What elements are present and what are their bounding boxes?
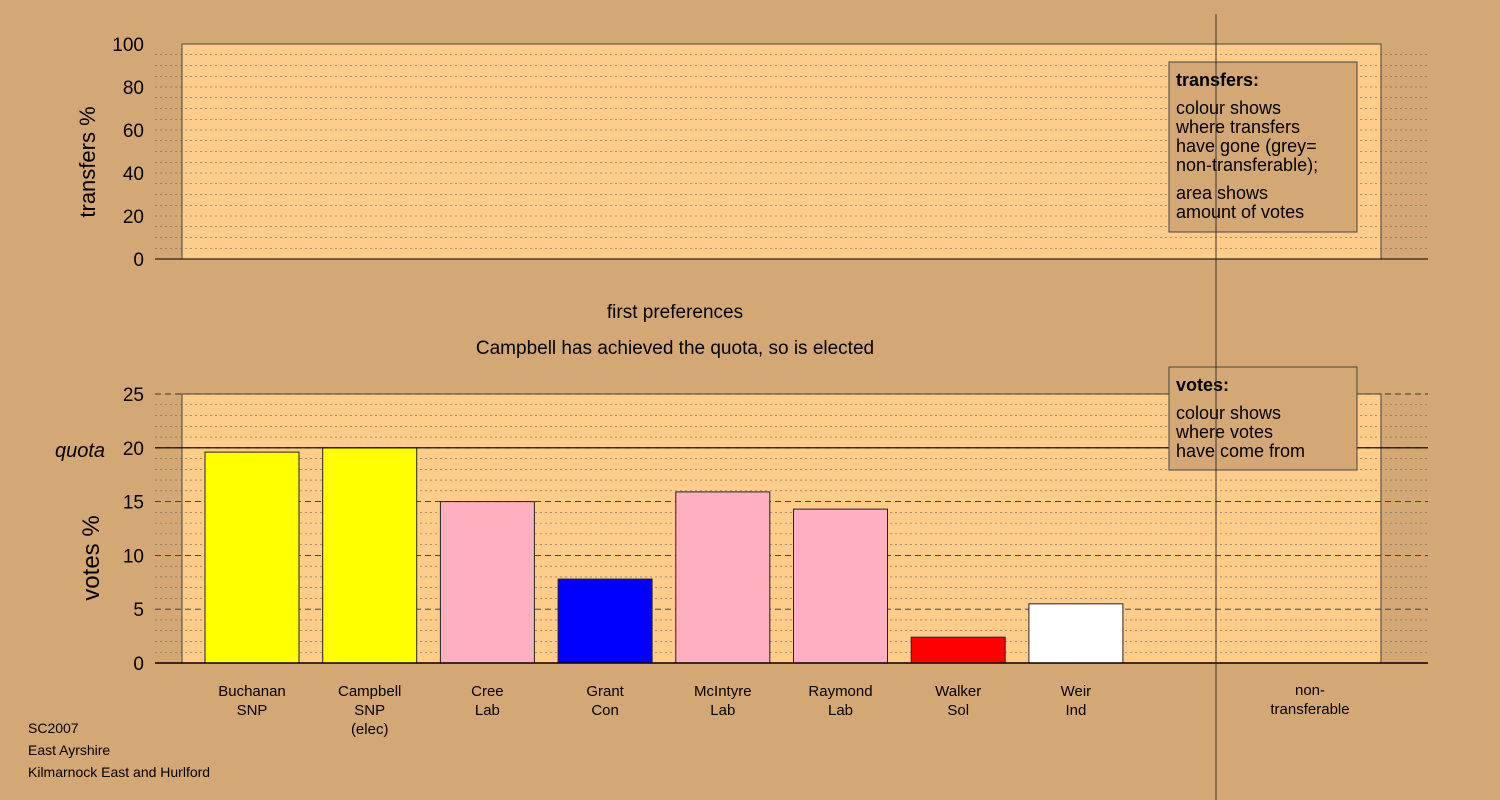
transfers-legend-box — [1168, 61, 1358, 233]
vote-bar — [793, 508, 888, 664]
transfers-legend-line: amount of votes — [1176, 202, 1304, 222]
vote-bar — [439, 501, 535, 664]
candidate-label: (elec) — [351, 721, 389, 738]
votes-y-ticks: 0 5 10 15 20 25 — [123, 385, 144, 675]
transfers-y-axis-label: transfers % — [75, 106, 100, 217]
votes-bars — [204, 447, 1124, 664]
votes-tick-label: 25 — [123, 385, 144, 406]
candidate-label: SNP — [354, 702, 385, 719]
candidate-labels: Buchanan SNP Campbell SNP (elec) Cree Lab Grant… — [218, 682, 1349, 738]
transfers-legend-line: have gone (grey= — [1176, 136, 1317, 156]
candidate-label: Cree — [471, 683, 504, 700]
transfers-legend-line: non-transferable); — [1176, 155, 1318, 175]
candidate-label: SNP — [237, 702, 268, 719]
candidate-label: Walker — [935, 683, 981, 700]
transfers-y-ticks: 0 20 40 60 80 100 — [112, 35, 144, 271]
candidate-label: Buchanan — [218, 683, 286, 700]
votes-tick-label: 15 — [123, 493, 144, 514]
transfers-tick-label: 0 — [133, 250, 144, 271]
transfers-tick-label: 80 — [123, 78, 144, 99]
votes-legend: votes: colour shows where votes have com… — [1168, 366, 1358, 471]
votes-legend-line: where votes — [1175, 422, 1273, 442]
stage-message: Campbell has achieved the quota, so is e… — [476, 338, 874, 359]
transfers-legend: transfers: colour shows where transfers … — [1168, 61, 1358, 233]
votes-tick-label: 10 — [123, 546, 144, 567]
candidate-label: Ind — [1065, 702, 1086, 719]
vote-bar — [1028, 603, 1124, 664]
transfers-panel: 0 20 40 60 80 100 transfers % transfers: colo… — [75, 35, 1428, 271]
vote-bar — [557, 578, 653, 664]
candidate-label: Lab — [828, 702, 853, 719]
vote-bar — [204, 451, 300, 664]
transfers-tick-label: 60 — [123, 121, 144, 142]
votes-tick-label: 0 — [133, 654, 144, 675]
candidate-label: Lab — [710, 702, 735, 719]
vote-bar — [322, 447, 418, 664]
candidate-label: Lab — [475, 702, 500, 719]
candidate-label: Campbell — [338, 683, 401, 700]
candidate-label: Weir — [1061, 683, 1092, 700]
footer-council: East Ayrshire — [28, 742, 110, 758]
transfers-legend-title: transfers: — [1176, 70, 1259, 90]
transfers-legend-line: where transfers — [1175, 117, 1300, 137]
stage-title: first preferences — [607, 302, 743, 323]
transfers-legend-line: area shows — [1176, 183, 1268, 203]
candidate-label: Raymond — [808, 683, 872, 700]
votes-legend-title: votes: — [1176, 375, 1229, 395]
votes-panel: 0 5 10 15 20 25 quota votes % Buchanan SNP Camp… — [55, 366, 1428, 738]
votes-tick-label: 5 — [133, 600, 144, 621]
non-transferable-label: non- — [1295, 682, 1325, 699]
transfers-tick-label: 100 — [112, 35, 144, 56]
vote-bar — [910, 636, 1006, 664]
quota-label: quota — [55, 440, 105, 462]
votes-y-axis-label: votes % — [78, 515, 105, 600]
vote-bar — [675, 491, 771, 664]
candidate-label: Sol — [947, 702, 969, 719]
votes-legend-line: have come from — [1176, 441, 1305, 461]
footer-ward: Kilmarnock East and Hurlford — [28, 764, 210, 780]
votes-legend-line: colour shows — [1176, 403, 1281, 423]
candidate-label: Grant — [586, 683, 624, 700]
non-transferable-label: transferable — [1270, 701, 1349, 718]
footer-election: SC2007 — [28, 720, 79, 736]
transfers-tick-label: 40 — [123, 164, 144, 185]
votes-tick-label: 20 — [123, 439, 144, 460]
transfers-tick-label: 20 — [123, 207, 144, 228]
votes-legend-box — [1168, 366, 1358, 471]
candidate-label: McIntyre — [694, 683, 752, 700]
candidate-label: Con — [591, 702, 619, 719]
transfers-legend-line: colour shows — [1176, 98, 1281, 118]
